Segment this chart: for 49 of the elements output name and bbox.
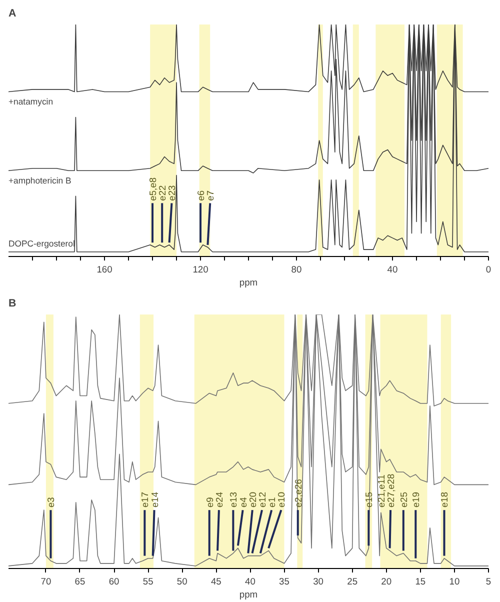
annotation: e12 [257,492,268,508]
x-tick-label: 15 [415,576,426,586]
x-tick-label: 0 [486,264,492,274]
annotation: e27,e28 [386,474,396,508]
x-tick-label: 40 [387,264,398,274]
series-label: +natamycin [8,96,54,106]
x-tick-label: 70 [40,576,52,586]
annotation: e2,e26 [293,479,304,508]
x-tick-label: 30 [313,576,324,586]
annotation: e17 [140,492,150,508]
annotation: e25 [398,492,409,508]
x-tick-label: 50 [176,576,188,586]
x-tick-label: 80 [291,264,302,274]
annotation: e6 [196,190,206,201]
x-tick-label: 10 [449,576,460,586]
annotation: e22 [158,185,168,201]
annotation: e3 [46,497,56,508]
annotation: e4 [238,497,248,508]
series-label: DOPC-ergosterol [8,238,75,248]
x-tick-label: 20 [381,576,392,586]
chart-title: B [8,298,16,310]
x-tick-label: 35 [279,576,290,586]
annotation: e20 [248,492,258,508]
x-tick-label: 65 [74,576,86,586]
annotation: e24 [214,492,224,508]
x-tick-label: 40 [245,576,256,586]
series-label: +amphotericin B [8,175,72,186]
x-tick-label: 160 [96,264,112,274]
chart-title: A [8,8,16,20]
annotation: e9 [204,497,215,508]
annotation: e23 [167,185,178,201]
annotation: e19 [411,492,422,508]
x-tick-label: 55 [142,576,154,586]
x-tick-label: 45 [210,576,222,586]
annotation: e13 [228,492,239,508]
x-tick-label: 5 [486,576,492,586]
x-tick-label: 25 [347,576,358,586]
annotation: e18 [440,492,450,508]
annotation: e14 [150,492,160,508]
x-tick-label: 120 [192,264,208,274]
annotation: e21,e11 [376,474,386,508]
annotation: e7 [206,190,216,201]
annotation: e5,e8 [148,177,158,201]
x-axis-title: ppm [239,590,258,600]
x-tick-label: 60 [108,576,120,586]
annotation: e10 [276,492,287,508]
annotation: e1 [267,497,278,508]
x-axis-title: ppm [239,278,258,288]
annotation: e15 [364,492,374,508]
